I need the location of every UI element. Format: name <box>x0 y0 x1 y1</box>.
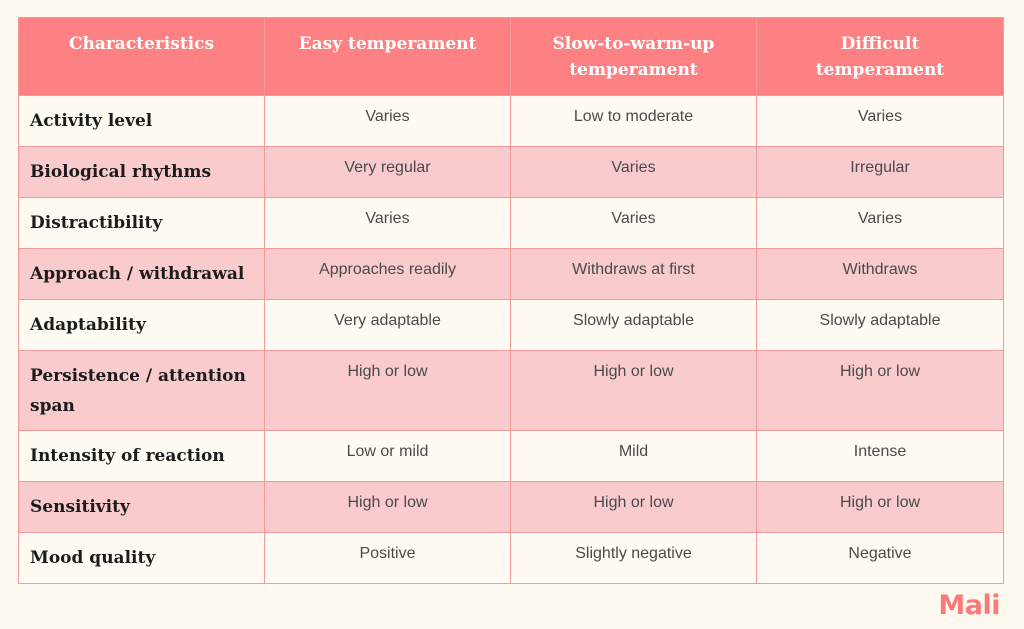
header-row: Characteristics Easy temperament Slow-to… <box>18 17 1004 96</box>
table-row: Mood quality Positive Slightly negative … <box>18 532 1004 584</box>
header-slow-to-warm-up-temperament: Slow-to-warm-up temperament <box>510 17 757 96</box>
cell-slow: Mild <box>510 430 757 482</box>
header-difficult-temperament: Difficult temperament <box>756 17 1004 96</box>
cell-easy: Positive <box>264 532 511 584</box>
cell-slow: Low to moderate <box>510 95 757 147</box>
cell-difficult: Negative <box>756 532 1004 584</box>
table-row: Distractibility Varies Varies Varies <box>18 197 1004 249</box>
row-characteristic: Mood quality <box>18 532 265 584</box>
header-characteristics: Characteristics <box>18 17 265 96</box>
cell-slow: High or low <box>510 350 757 431</box>
table-row: Biological rhythms Very regular Varies I… <box>18 146 1004 198</box>
cell-slow: Varies <box>510 146 757 198</box>
cell-slow: Slowly adaptable <box>510 299 757 351</box>
cell-easy: Very adaptable <box>264 299 511 351</box>
cell-difficult: Withdraws <box>756 248 1004 300</box>
table-row: Approach / withdrawal Approaches readily… <box>18 248 1004 300</box>
cell-easy: Varies <box>264 95 511 147</box>
row-characteristic: Biological rhythms <box>18 146 265 198</box>
table-row: Activity level Varies Low to moderate Va… <box>18 95 1004 147</box>
cell-difficult: Slowly adaptable <box>756 299 1004 351</box>
cell-slow: Withdraws at first <box>510 248 757 300</box>
row-characteristic: Persistence / attention span <box>18 350 265 431</box>
cell-easy: Varies <box>264 197 511 249</box>
cell-easy: Approaches readily <box>264 248 511 300</box>
table-row: Persistence / attention span High or low… <box>18 350 1004 431</box>
header-easy-temperament: Easy temperament <box>264 17 511 96</box>
cell-difficult: Varies <box>756 197 1004 249</box>
table-row: Sensitivity High or low High or low High… <box>18 481 1004 533</box>
cell-difficult: High or low <box>756 481 1004 533</box>
cell-slow: Varies <box>510 197 757 249</box>
row-characteristic: Intensity of reaction <box>18 430 265 482</box>
cell-difficult: Intense <box>756 430 1004 482</box>
row-characteristic: Adaptability <box>18 299 265 351</box>
cell-easy: Very regular <box>264 146 511 198</box>
mali-logo: Mali <box>938 590 1000 621</box>
row-characteristic: Distractibility <box>18 197 265 249</box>
row-characteristic: Activity level <box>18 95 265 147</box>
cell-slow: Slightly negative <box>510 532 757 584</box>
cell-easy: High or low <box>264 350 511 431</box>
cell-slow: High or low <box>510 481 757 533</box>
row-characteristic: Sensitivity <box>18 481 265 533</box>
row-characteristic: Approach / withdrawal <box>18 248 265 300</box>
cell-difficult: Irregular <box>756 146 1004 198</box>
cell-difficult: High or low <box>756 350 1004 431</box>
table-row: Adaptability Very adaptable Slowly adapt… <box>18 299 1004 351</box>
cell-easy: High or low <box>264 481 511 533</box>
table-row: Intensity of reaction Low or mild Mild I… <box>18 430 1004 482</box>
cell-easy: Low or mild <box>264 430 511 482</box>
cell-difficult: Varies <box>756 95 1004 147</box>
temperament-table: Characteristics Easy temperament Slow-to… <box>18 17 1004 584</box>
